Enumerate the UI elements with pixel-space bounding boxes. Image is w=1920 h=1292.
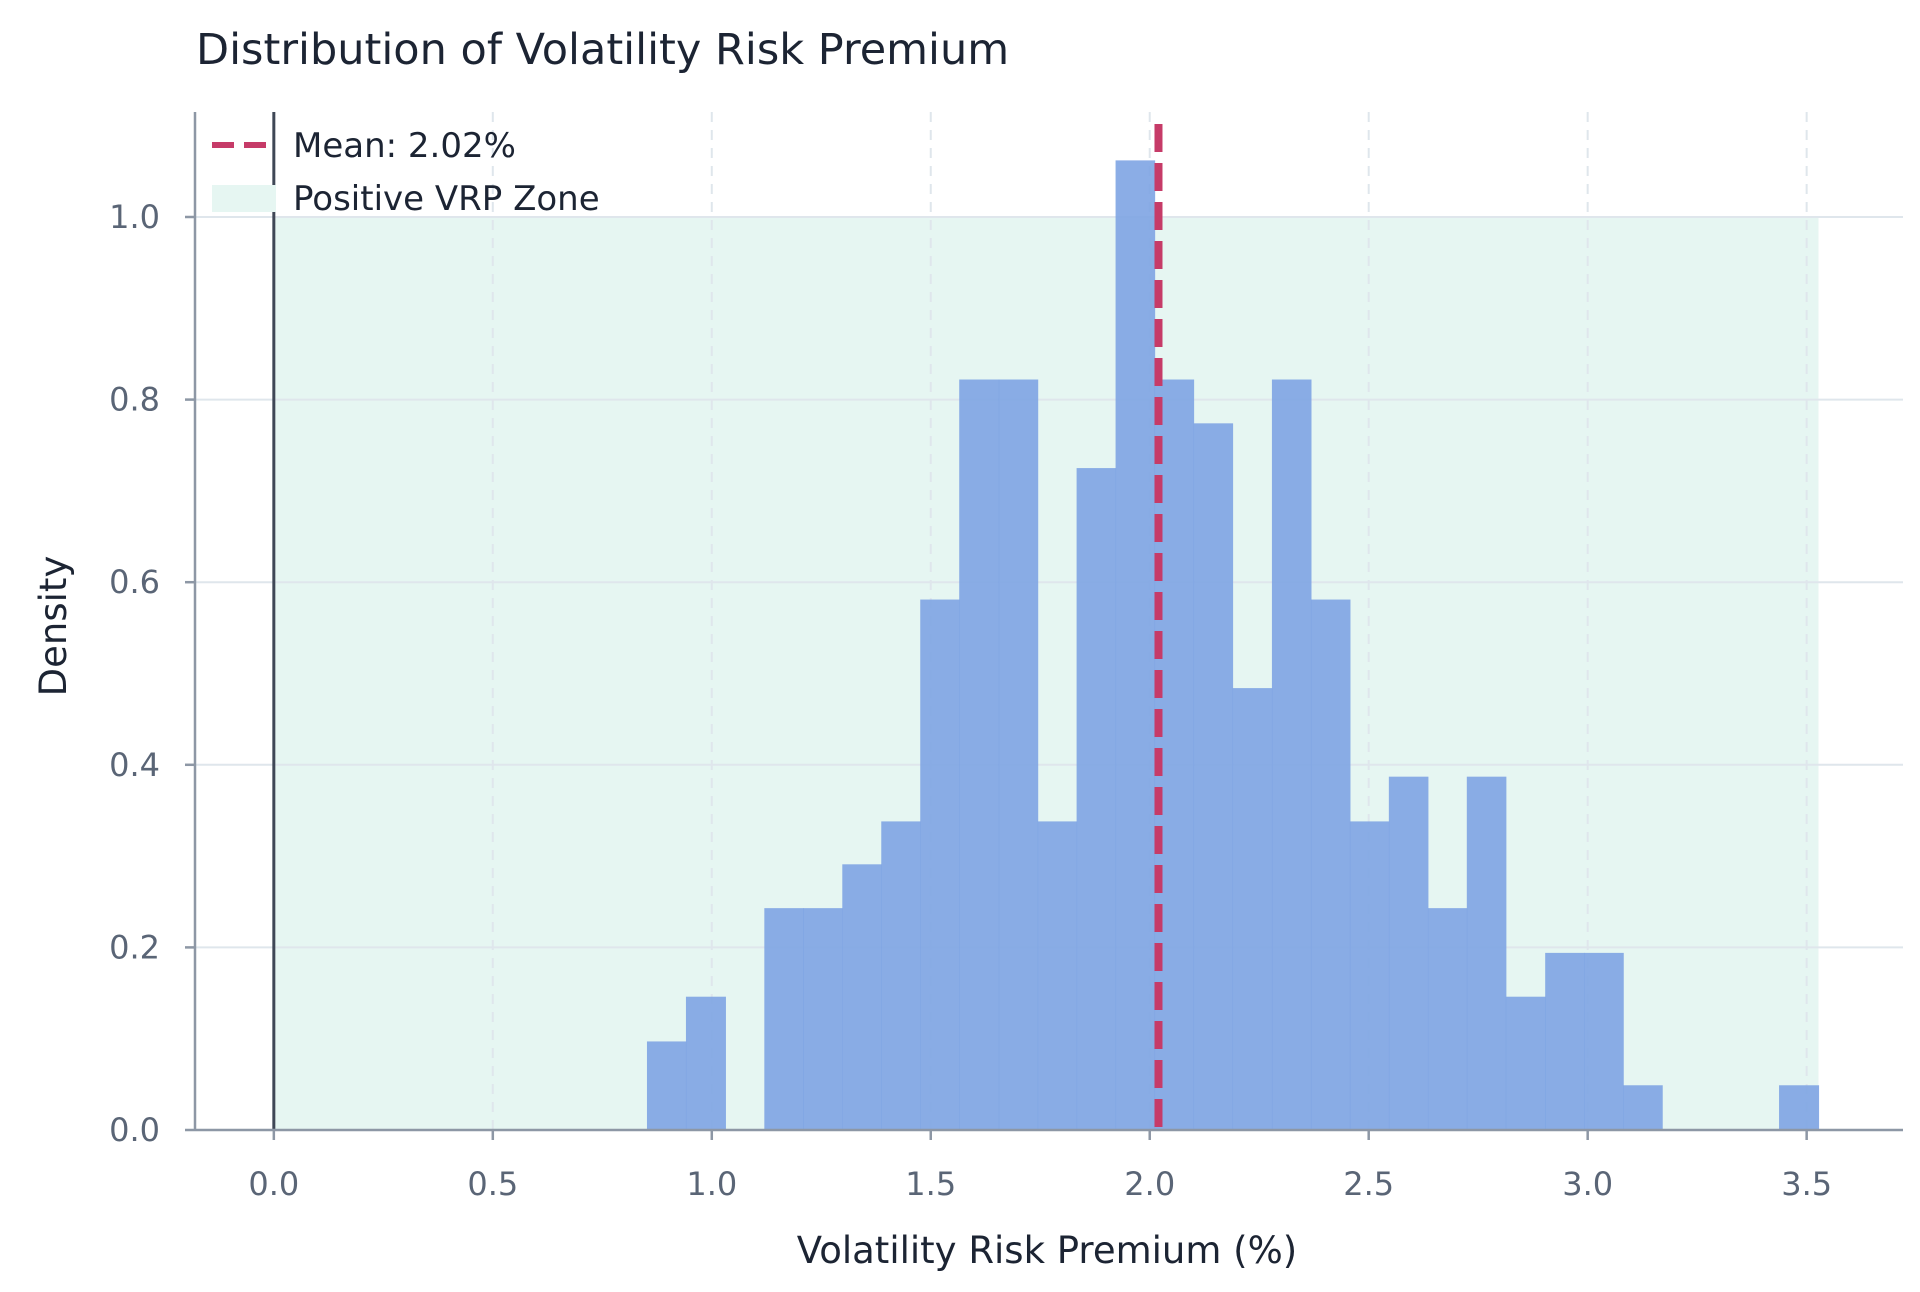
y-tick-label: 0.4 [109, 746, 160, 784]
histogram-bar [1115, 160, 1156, 1131]
legend: Mean: 2.02% Positive VRP Zone [212, 126, 600, 219]
histogram-bar [1388, 776, 1429, 1130]
histogram-bar [1584, 952, 1624, 1130]
histogram-bar [1310, 599, 1351, 1130]
histogram-bar [1623, 1085, 1663, 1130]
histogram-bar [1466, 776, 1507, 1130]
y-tick-label: 0.8 [109, 381, 160, 419]
histogram-bar [1193, 423, 1234, 1130]
legend-mean-label: Mean: 2.02% [293, 126, 516, 166]
x-tick-label: 3.0 [1562, 1165, 1613, 1203]
histogram-bar [1037, 821, 1078, 1130]
histogram-bar [1427, 908, 1468, 1130]
histogram-bar [998, 379, 1039, 1130]
histogram-bar [1349, 821, 1390, 1130]
plot-area: 0.0 0.5 1.0 1.5 2.0 2.5 3.0 3.5 0.0 0.2 0.4 0.6 0.8 1… [109, 112, 1903, 1203]
histogram-bar [959, 379, 1000, 1130]
histogram-bar [881, 821, 921, 1130]
histogram-bar [1505, 996, 1546, 1130]
histogram-bar [1545, 952, 1585, 1130]
x-tick-label: 1.0 [686, 1165, 737, 1203]
x-axis-label: Volatility Risk Premium (%) [797, 1229, 1297, 1272]
legend-zone-label: Positive VRP Zone [293, 179, 600, 219]
histogram-bar [920, 599, 960, 1130]
histogram-bar [842, 864, 882, 1130]
x-tick-label: 1.5 [905, 1165, 956, 1203]
y-tick-label: 0.6 [109, 563, 160, 601]
histogram-bar [646, 1041, 687, 1130]
y-axis-label: Density [32, 556, 75, 697]
x-tick-label: 2.0 [1124, 1165, 1175, 1203]
x-tick-label: 0.5 [467, 1165, 518, 1203]
legend-zone-swatch [212, 185, 276, 212]
histogram-bar [1779, 1085, 1820, 1130]
x-tick-label: 3.5 [1781, 1165, 1832, 1203]
y-tick-label: 0.0 [109, 1111, 160, 1149]
histogram-bar [685, 996, 726, 1130]
y-tick-label: 1.0 [109, 198, 160, 236]
chart-title: Distribution of Volatility Risk Premium [196, 25, 1009, 75]
y-tick-label: 0.2 [109, 928, 160, 966]
histogram-bar [1271, 379, 1312, 1130]
histogram-bar [764, 908, 804, 1130]
histogram-bar [803, 908, 843, 1130]
x-tick-label: 2.5 [1343, 1165, 1394, 1203]
x-tick-label: 0.0 [248, 1165, 299, 1203]
histogram-bar [1076, 468, 1117, 1130]
histogram-bar [1232, 688, 1273, 1130]
